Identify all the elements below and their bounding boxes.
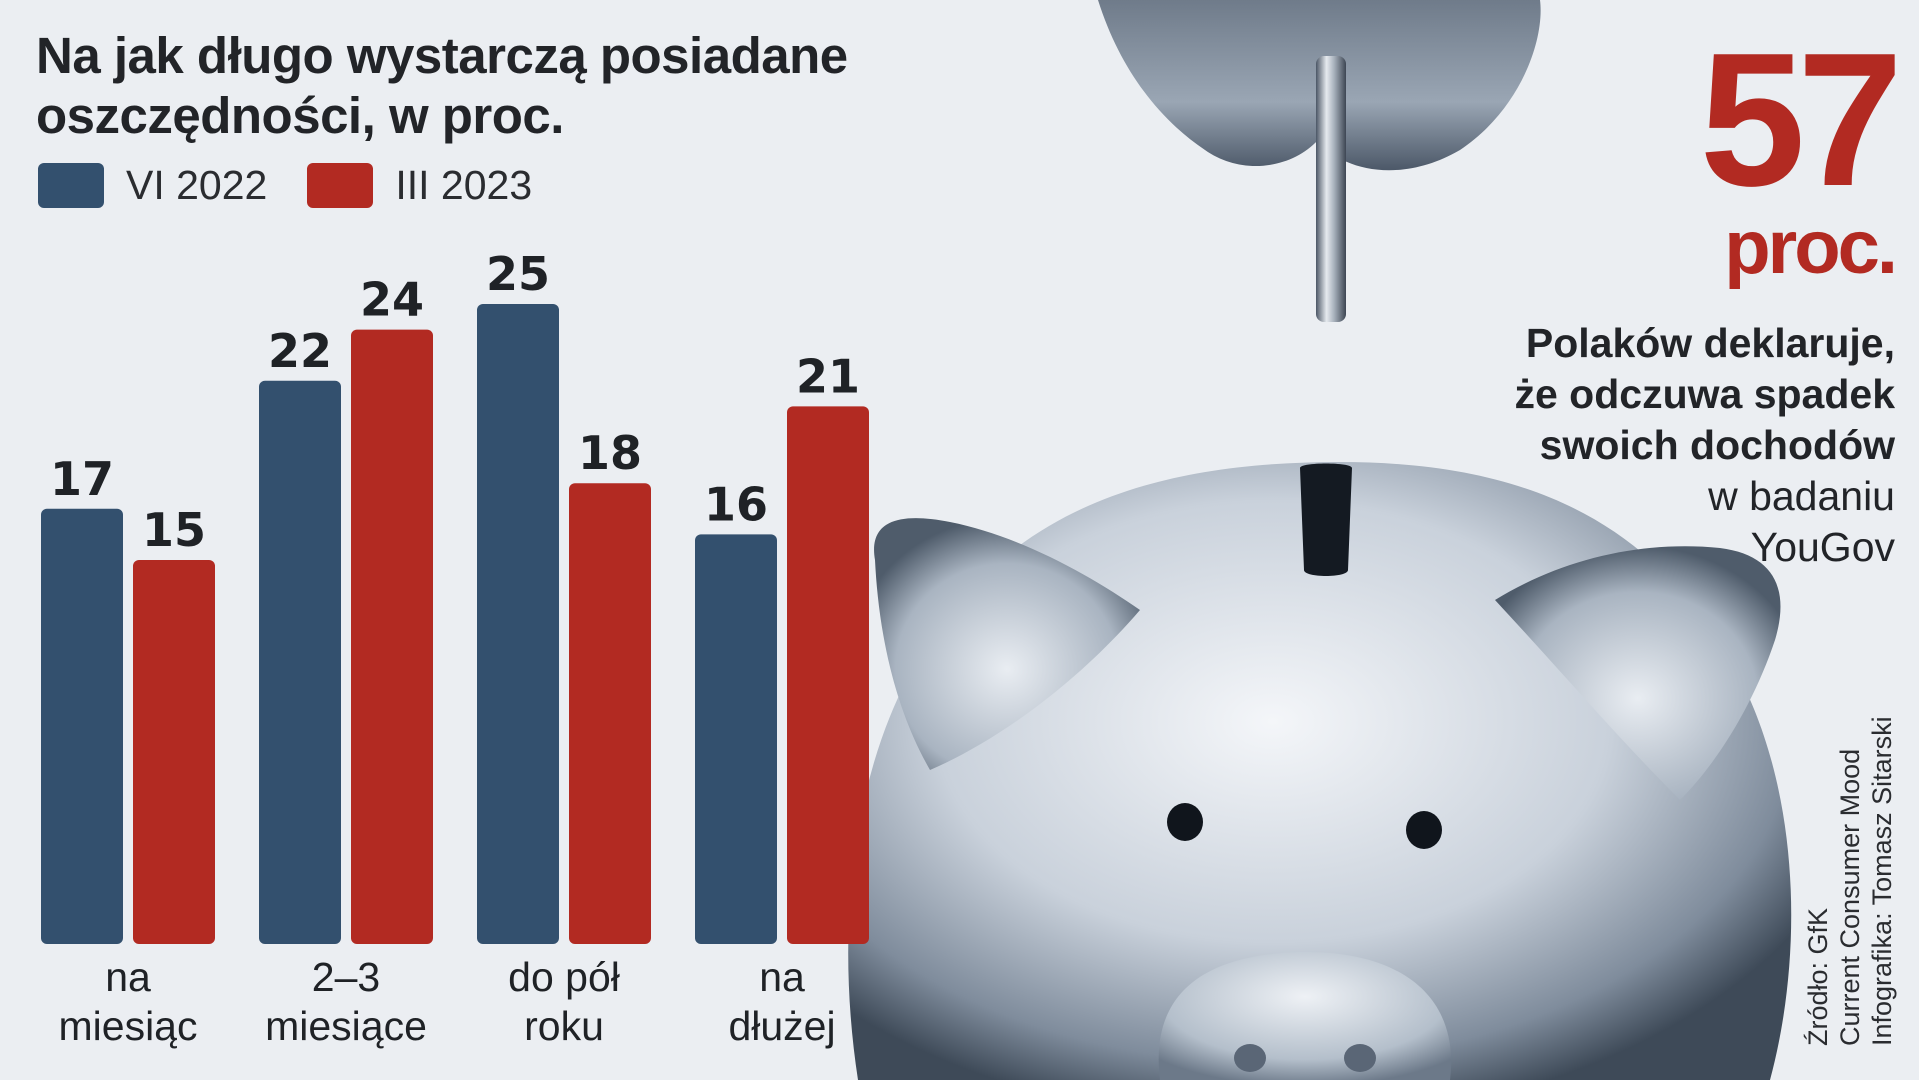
category-label-1-line1: na xyxy=(105,954,151,1000)
pig-right-eye xyxy=(1406,811,1442,849)
bar-1-1 xyxy=(41,508,123,944)
category-label-3-line2: roku xyxy=(524,1003,604,1049)
bar-2-3 xyxy=(569,483,651,944)
pig-snout xyxy=(1158,951,1452,1080)
chart-title-line1: Na jak długo wystarczą posiadane xyxy=(36,27,848,84)
legend-label-series2: III 2023 xyxy=(395,162,533,208)
category-label-1-line2: miesiąc xyxy=(59,1003,198,1049)
category-label-4-line1: na xyxy=(759,954,805,1000)
source-note: Źródło: GfK Current Consumer Mood Infogr… xyxy=(1802,716,1898,1046)
data-label-1-3: 25 xyxy=(486,247,550,301)
bar-2-1 xyxy=(133,560,215,944)
legend-label-series1: VI 2022 xyxy=(126,162,268,208)
coin-slot xyxy=(1300,463,1352,576)
category-label-2-line2: miesiące xyxy=(265,1003,427,1049)
data-label-2-4: 21 xyxy=(796,349,860,403)
highlight-line5: YouGov xyxy=(1750,524,1895,570)
legend-swatch-series1 xyxy=(38,163,104,208)
pig-right-ear xyxy=(1495,546,1781,800)
coin xyxy=(1316,56,1346,322)
highlight-value: 57 xyxy=(1699,14,1903,226)
data-label-2-2: 24 xyxy=(360,273,424,327)
bar-1-4 xyxy=(695,534,777,944)
pig-left-eye xyxy=(1167,803,1203,841)
legend: VI 2022 III 2023 xyxy=(38,162,532,209)
bar-2-2 xyxy=(351,329,433,945)
data-label-1-4: 16 xyxy=(704,477,768,531)
source-line1: Źródło: GfK xyxy=(1803,907,1833,1046)
bar-1-3 xyxy=(477,304,559,944)
category-label-3-line1: do pół xyxy=(508,954,620,1000)
data-label-1-1: 17 xyxy=(50,452,114,506)
highlight-line1: Polaków deklaruje, xyxy=(1525,320,1895,366)
highlight-line4: w badaniu xyxy=(1708,473,1895,519)
pig-left-ear xyxy=(874,518,1140,770)
chart-title: Na jak długo wystarczą posiadane oszczęd… xyxy=(36,26,848,146)
legend-item-series1: VI 2022 xyxy=(38,162,267,209)
data-label-2-3: 18 xyxy=(578,426,642,480)
bar-2-4 xyxy=(787,406,869,944)
data-label-2-1: 15 xyxy=(142,503,206,557)
highlight-unit: proc. xyxy=(1724,205,1898,290)
data-label-1-2: 22 xyxy=(268,324,332,378)
source-line3: Infografika: Tomasz Sitarski xyxy=(1867,716,1897,1046)
category-label-2-line1: 2–3 xyxy=(312,954,380,1000)
category-label-4-line2: dłużej xyxy=(728,1003,835,1049)
highlight-text: Polaków deklaruje, że odczuwa spadek swo… xyxy=(1375,318,1895,573)
chart-title-line2: oszczędności, w proc. xyxy=(36,87,564,144)
highlight-line3: swoich dochodów xyxy=(1539,422,1895,468)
source-line2: Current Consumer Mood xyxy=(1835,748,1865,1046)
legend-swatch-series2 xyxy=(307,163,374,208)
bar-1-2 xyxy=(259,380,341,944)
legend-item-series2: III 2023 xyxy=(307,162,532,209)
highlight-line2: że odczuwa spadek xyxy=(1514,371,1895,417)
